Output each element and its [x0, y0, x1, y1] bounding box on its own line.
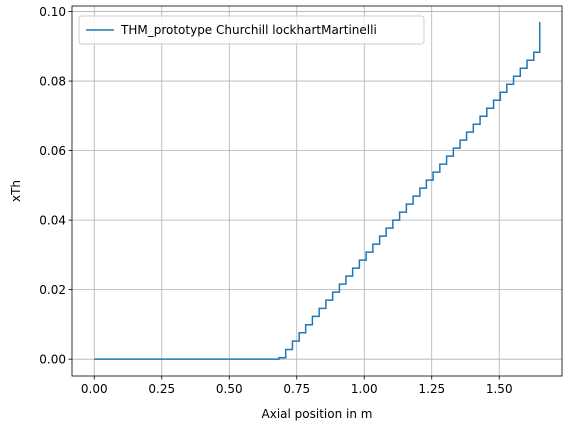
y-tick-label: 0.10	[39, 5, 66, 19]
plot-area	[72, 6, 562, 376]
x-tick-label: 0.00	[81, 382, 108, 396]
x-tick-label: 0.25	[148, 382, 175, 396]
y-tick-label: 0.02	[39, 283, 66, 297]
y-tick-label: 0.00	[39, 353, 66, 367]
series-layer	[94, 21, 541, 360]
x-tick-label: 0.75	[283, 382, 310, 396]
y-tick-label: 0.06	[39, 144, 66, 158]
plot-frame	[71, 5, 563, 377]
x-tick-label: 1.50	[486, 382, 513, 396]
x-tick-label: 1.00	[351, 382, 378, 396]
legend-label: THM_prototype Churchill lockhartMartinel…	[120, 23, 377, 37]
legend-box	[78, 15, 425, 45]
axis-ticks: 0.00 0.25 0.50 0.75 1.00 1.25 1.50 0.00 0.02 0.04…	[39, 5, 512, 396]
y-tick-label: 0.04	[39, 214, 66, 228]
x-tick-label: 1.25	[418, 382, 445, 396]
y-tick-label: 0.08	[39, 75, 66, 89]
legend: THM_prototype Churchill lockhartMartinel…	[78, 15, 425, 45]
y-axis-label: xTh	[9, 180, 23, 202]
series-line	[94, 21, 541, 360]
x-tick-label: 0.50	[216, 382, 243, 396]
x-axis-label: Axial position in m	[262, 407, 373, 421]
